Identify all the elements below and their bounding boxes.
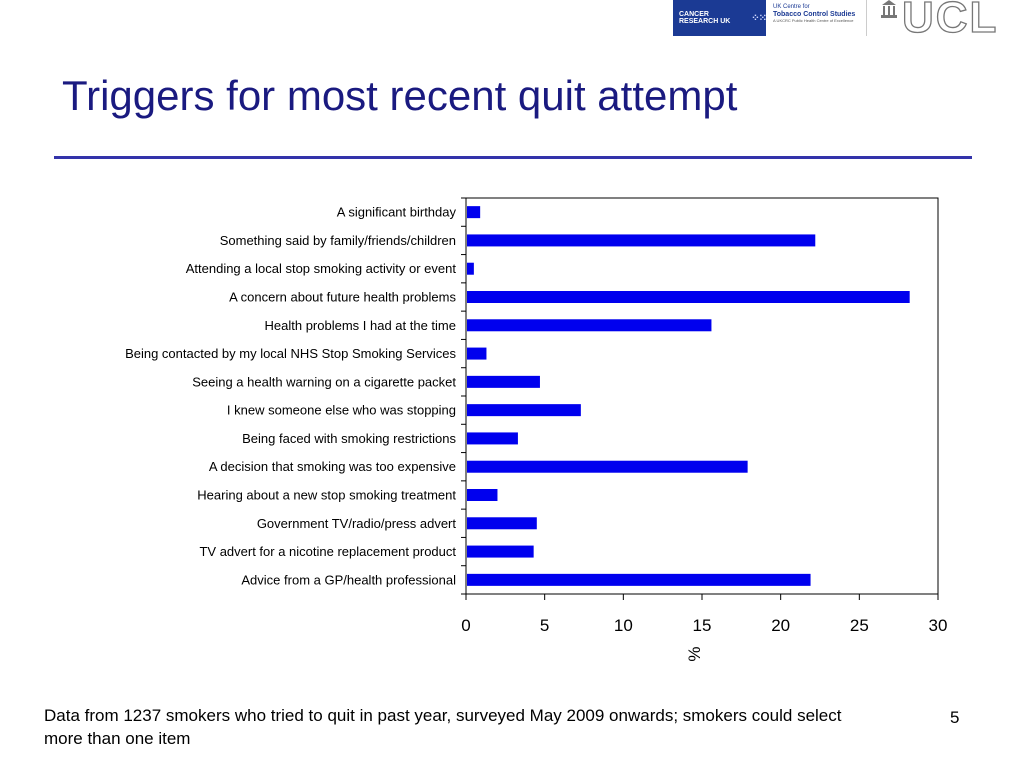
bar [467, 347, 487, 360]
ucl-logo: UCL [880, 0, 1024, 42]
x-tick-label: 25 [850, 616, 869, 635]
bar-chart: A significant birthday Something said by … [125, 197, 948, 662]
category-label: A concern about future health problems [229, 290, 456, 305]
category-label: Hearing about a new stop smoking treatme… [197, 488, 456, 503]
tcs-logo-sub: A UKCRC Public Health Centre of Excellen… [773, 17, 854, 23]
bar [467, 489, 498, 501]
category-label: Advice from a GP/health professional [241, 572, 456, 587]
category-label: TV advert for a nicotine replacement pro… [199, 544, 456, 559]
category-label: A significant birthday [337, 205, 457, 220]
x-tick-label: 15 [693, 616, 712, 635]
category-label: Health problems I had at the time [265, 318, 457, 333]
bar [467, 234, 816, 247]
x-tick-label: 5 [540, 616, 549, 635]
category-label: Attending a local stop smoking activity … [186, 261, 457, 276]
bar [467, 460, 748, 473]
category-label: Being faced with smoking restrictions [242, 431, 456, 446]
category-label: Seeing a health warning on a cigarette p… [192, 374, 456, 389]
category-label: Being contacted by my local NHS Stop Smo… [125, 346, 456, 361]
x-axis-title: % [685, 646, 704, 661]
plot-area-frame [465, 197, 939, 595]
tobacco-control-studies-logo: UK Centre for Tobacco Control Studies A … [767, 0, 867, 36]
bar [467, 404, 581, 417]
slide-title: Triggers for most recent quit attempt [62, 72, 738, 119]
x-tick-label: 30 [929, 616, 948, 635]
bar [467, 517, 537, 530]
cruk-dots-icon: ⁘⁙ [751, 12, 767, 24]
cancer-research-uk-logo: CANCER RESEARCH UK ⁘⁙ [673, 0, 767, 36]
data-footnote: Data from 1237 smokers who tried to quit… [44, 706, 842, 748]
bar [467, 291, 910, 303]
category-label: Government TV/radio/press advert [257, 516, 457, 531]
bar [467, 319, 712, 332]
category-label: A decision that smoking was too expensiv… [209, 459, 456, 474]
category-label: I knew someone else who was stopping [227, 403, 456, 418]
tcs-logo-top: UK Centre for [773, 4, 810, 10]
x-tick-label: 20 [771, 616, 790, 635]
title-divider [54, 156, 972, 159]
x-tick-label: 10 [614, 616, 633, 635]
bar [467, 432, 518, 445]
category-label: Something said by family/friends/childre… [220, 233, 456, 248]
bar [467, 206, 481, 219]
bar [467, 262, 474, 275]
ucl-logo-text: UCL [901, 0, 999, 42]
x-tick-label: 0 [461, 616, 470, 635]
tcs-logo-name: Tobacco Control Studies [773, 10, 856, 18]
ucl-portico-icon [881, 0, 897, 18]
bar [467, 573, 811, 586]
bar [467, 375, 540, 388]
cruk-logo-text: CANCER RESEARCH UK [679, 11, 731, 25]
bar [467, 545, 534, 558]
page-number: 5 [950, 708, 960, 727]
